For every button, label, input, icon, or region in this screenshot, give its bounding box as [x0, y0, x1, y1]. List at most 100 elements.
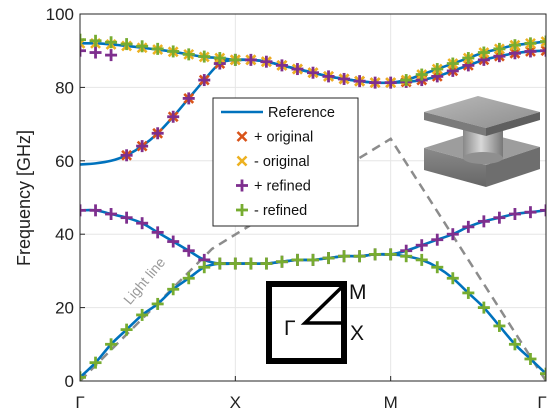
marker-refined-plus-45	[338, 72, 351, 85]
marker-refined-plus-31	[120, 149, 133, 162]
marker-refined-plus-6	[167, 235, 180, 248]
legend-entry-2: - original	[254, 154, 310, 170]
y-tick-label-0: 0	[65, 372, 74, 391]
y-tick-label-1: 20	[55, 299, 74, 318]
marker-refined-plus-42	[291, 63, 304, 76]
marker-refined-plus-5	[151, 226, 164, 239]
marker-refined-minus-11	[244, 257, 257, 270]
marker-refined-minus-45	[446, 57, 459, 70]
marker-refined-minus-5	[151, 297, 164, 310]
marker-refined-minus-47	[477, 46, 490, 59]
bz-m-label: M	[349, 281, 367, 304]
y-tick-label-3: 60	[55, 152, 74, 171]
marker-original-minus-30	[540, 36, 546, 47]
bz-gamma-label: Γ	[284, 317, 296, 340]
marker-refined-minus-20	[384, 248, 397, 261]
marker-refined-plus-28	[508, 208, 521, 221]
marker-refined-minus-50	[524, 37, 537, 50]
y-tick-label-4: 80	[55, 78, 74, 97]
marker-refined-plus-22	[415, 239, 428, 252]
marker-refined-minus-40	[213, 52, 226, 65]
marker-refined-plus-36	[198, 74, 211, 87]
legend-swatch-1	[236, 131, 248, 142]
marker-refined-minus-24	[446, 272, 459, 285]
y-tick-label-2: 40	[55, 225, 74, 244]
marker-refined-minus-44	[431, 63, 444, 76]
marker-refined-minus-4	[136, 308, 149, 321]
marker-refined-plus-61	[105, 49, 118, 62]
x-tick-label-2: M	[384, 393, 398, 412]
marker-refined-plus-39	[244, 53, 257, 66]
marker-refined-minus-0	[80, 371, 86, 381]
marker-refined-minus-15	[307, 253, 319, 266]
marker-refined-plus-27	[493, 211, 506, 224]
marker-refined-plus-7	[182, 244, 195, 257]
marker-refined-plus-3	[120, 211, 133, 224]
marker-refined-minus-1	[89, 356, 102, 369]
marker-refined-minus-19	[369, 248, 382, 261]
marker-refined-plus-26	[477, 215, 490, 228]
marker-refined-plus-32	[136, 140, 149, 153]
marker-refined-plus-1	[89, 204, 102, 217]
marker-refined-plus-29	[524, 206, 537, 219]
marker-refined-plus-41	[275, 59, 288, 72]
marker-refined-minus-32	[89, 34, 102, 47]
marker-refined-plus-59	[80, 44, 86, 57]
marker-refined-plus-24	[446, 228, 459, 241]
marker-refined-minus-46	[462, 52, 475, 65]
marker-refined-minus-17	[338, 250, 351, 263]
marker-refined-plus-25	[462, 220, 475, 233]
marker-refined-minus-22	[415, 253, 428, 266]
marker-refined-minus-35	[136, 40, 149, 53]
marker-refined-plus-46	[353, 75, 366, 88]
marker-refined-plus-44	[322, 70, 335, 83]
marker-refined-minus-42	[400, 74, 413, 87]
marker-refined-minus-6	[167, 283, 180, 296]
marker-refined-plus-58	[540, 44, 546, 57]
legend-swatch-4	[236, 204, 248, 216]
marker-refined-minus-27	[493, 319, 506, 332]
marker-refined-minus-23	[431, 261, 444, 274]
legend-swatch-3	[236, 179, 248, 192]
marker-refined-plus-23	[431, 233, 444, 246]
marker-refined-minus-8	[198, 261, 211, 274]
irreducible-zone-triangle	[300, 280, 346, 325]
legend-box	[212, 97, 359, 227]
legend-entry-4: - refined	[254, 203, 307, 219]
marker-refined-minus-21	[400, 250, 413, 263]
marker-layer	[80, 33, 546, 381]
legend: Reference + original - original + refined - …	[212, 97, 359, 227]
x-tick-label-0: Γ	[75, 393, 84, 412]
marker-refined-plus-48	[384, 76, 397, 89]
marker-refined-minus-43	[415, 68, 428, 81]
marker-refined-minus-34	[120, 38, 133, 51]
marker-refined-plus-34	[167, 110, 180, 123]
marker-refined-minus-51	[540, 35, 546, 48]
marker-refined-minus-2	[105, 338, 118, 351]
legend-entry-0: Reference	[268, 105, 335, 121]
marker-refined-minus-10	[229, 257, 242, 270]
marker-refined-plus-30	[540, 204, 546, 217]
marker-refined-plus-0	[80, 204, 86, 217]
marker-refined-plus-2	[105, 208, 118, 221]
marker-refined-minus-31	[80, 33, 86, 46]
marker-refined-minus-18	[353, 250, 366, 263]
marker-refined-plus-60	[89, 46, 102, 59]
y-tick-label-5: 100	[46, 5, 74, 24]
marker-refined-minus-14	[291, 253, 304, 266]
marker-refined-minus-48	[493, 42, 506, 55]
marker-refined-minus-38	[182, 48, 195, 61]
marker-refined-minus-13	[275, 255, 288, 268]
marker-refined-minus-30	[540, 367, 546, 380]
marker-refined-minus-7	[182, 272, 195, 285]
plot-frame	[79, 13, 547, 382]
marker-refined-minus-9	[213, 257, 226, 270]
marker-refined-plus-47	[369, 76, 382, 89]
bz-x-label: X	[350, 322, 364, 345]
brillouin-zone-inset: Γ M X	[266, 280, 367, 364]
unit-cell-illustration	[424, 96, 540, 187]
marker-refined-minus-26	[477, 301, 490, 314]
marker-refined-minus-16	[322, 252, 335, 265]
